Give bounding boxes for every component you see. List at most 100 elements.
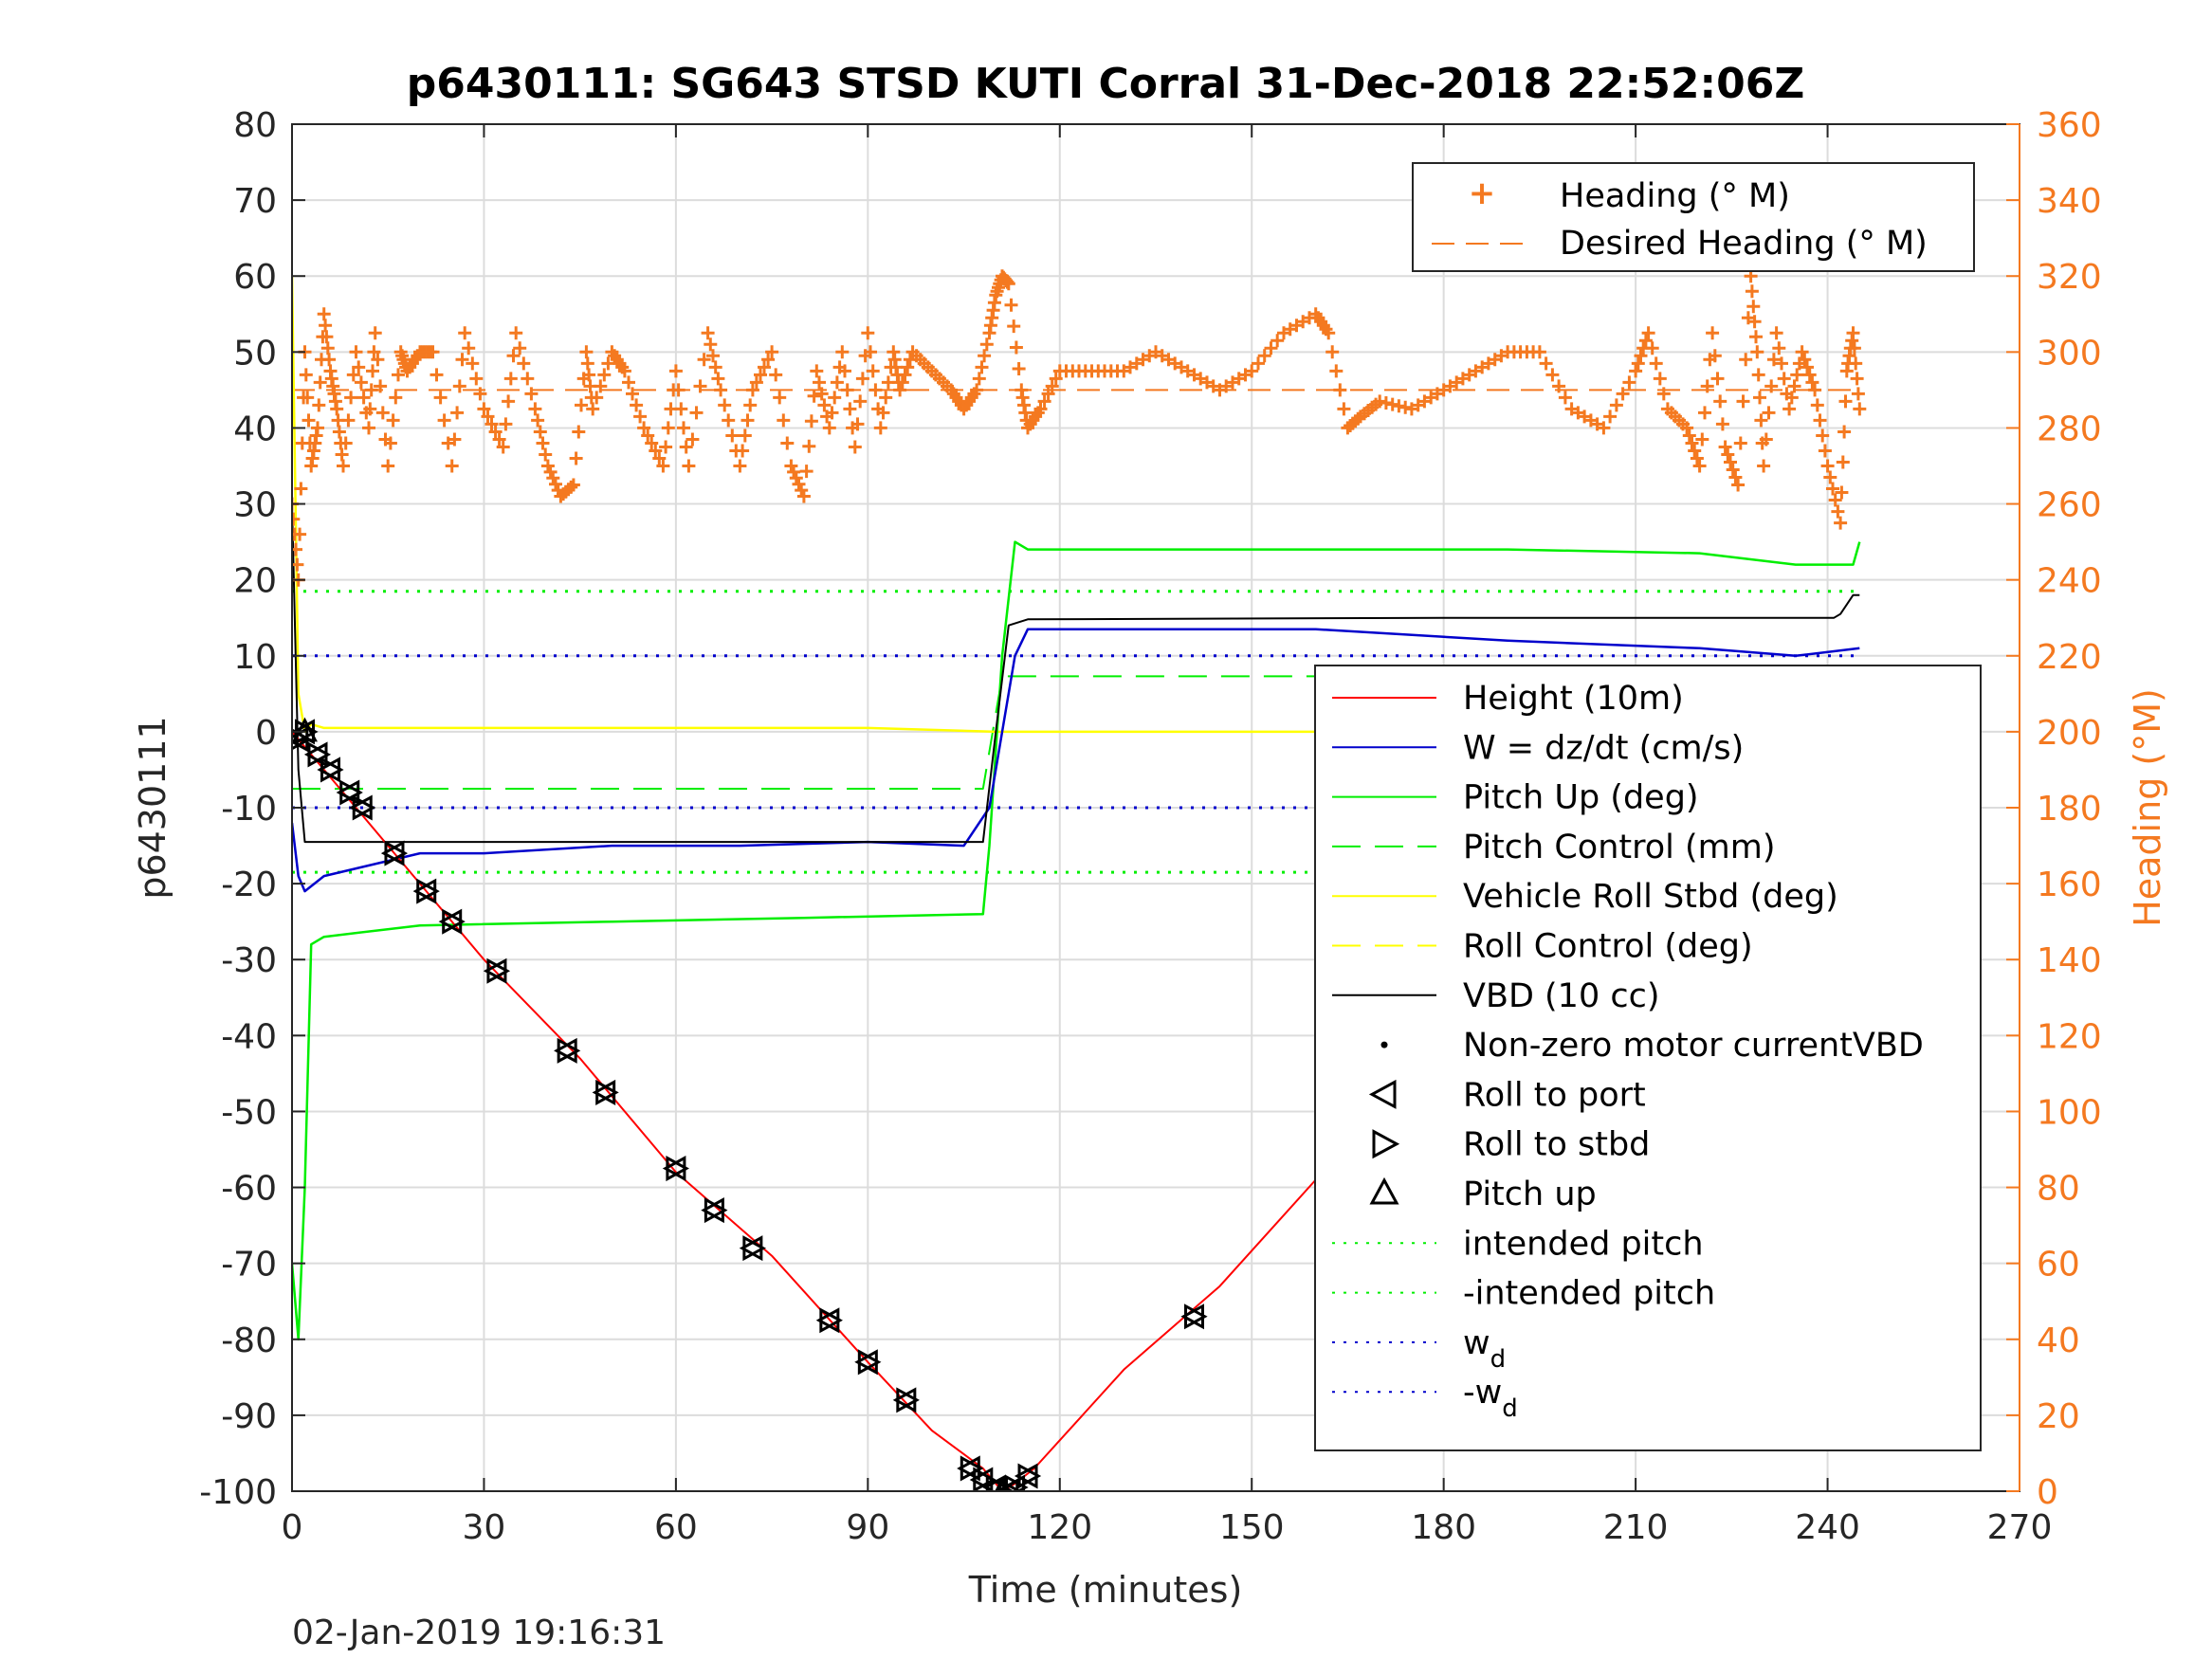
heading-point: [901, 360, 915, 374]
heading-point: [1790, 368, 1804, 382]
heading-point: [817, 398, 832, 412]
heading-point: [496, 440, 510, 454]
heading-point: [1325, 345, 1340, 359]
heading-point: [566, 478, 580, 492]
y2-tick-label: 220: [2037, 638, 2102, 677]
heading-point: [777, 413, 791, 428]
heading-point: [1552, 379, 1566, 393]
heading-point: [524, 387, 539, 401]
legend-dot-marker: [1380, 1041, 1388, 1048]
heading-point: [503, 372, 518, 386]
roll-to-stbd-marker: [384, 840, 409, 866]
heading-point: [822, 421, 836, 435]
heading-point: [879, 391, 893, 405]
legend-subscript: d: [1502, 1395, 1518, 1423]
heading-point: [1682, 428, 1696, 443]
roll-to-stbd-marker: [960, 1455, 984, 1482]
heading-point: [1836, 455, 1850, 469]
heading-point: [517, 356, 531, 371]
y2-tick-label: 280: [2037, 410, 2102, 448]
heading-point: [780, 436, 795, 450]
legend-entry-label: intended pitch: [1463, 1225, 1704, 1263]
heading-point: [1728, 470, 1743, 484]
heading-point: [1724, 455, 1737, 469]
heading-point: [462, 341, 476, 356]
heading-point: [1392, 399, 1406, 413]
heading-point: [1710, 372, 1725, 386]
heading-point: [481, 410, 495, 424]
heading-point: [445, 459, 459, 473]
y2-tick-label: 340: [2037, 182, 2102, 221]
heading-point: [313, 375, 327, 390]
heading-point: [513, 341, 527, 356]
heading-point: [1245, 364, 1259, 378]
heading-point: [641, 428, 655, 443]
heading-point: [1850, 372, 1864, 386]
heading-point: [1695, 432, 1709, 447]
heading-point: [1009, 340, 1023, 355]
heading-point: [488, 425, 503, 439]
heading-point: [371, 353, 385, 367]
heading-point: [972, 372, 986, 386]
heading-point: [450, 406, 465, 420]
heading-point: [804, 414, 818, 428]
heading-point: [1616, 387, 1630, 401]
heading-point: [469, 372, 484, 386]
heading-point: [492, 432, 506, 447]
y2-tick-label: 260: [2037, 486, 2102, 525]
heading-point: [1795, 345, 1809, 359]
heading-point: [433, 391, 448, 405]
y-tick-label: 60: [233, 258, 277, 297]
heading-point: [876, 406, 890, 420]
heading-point: [549, 477, 562, 491]
y2-tick-label: 360: [2037, 106, 2102, 145]
heading-point: [701, 326, 715, 340]
heading-point: [1322, 326, 1336, 340]
heading-point: [784, 459, 798, 473]
heading-point: [1798, 353, 1812, 367]
heading-point: [840, 383, 854, 397]
legend-entry-label: VBD (10 cc): [1463, 977, 1660, 1015]
heading-point: [1001, 277, 1015, 291]
y2-tick-label: 20: [2037, 1397, 2080, 1436]
heading-point: [354, 375, 368, 390]
heading-point: [1851, 387, 1865, 401]
y2-tick-label: 40: [2037, 1322, 2080, 1360]
heading-point: [1708, 349, 1722, 363]
heading-point: [807, 389, 821, 403]
heading-point: [733, 459, 747, 473]
heading-point: [293, 527, 307, 541]
heading-point: [1754, 413, 1768, 428]
heading-point: [1252, 356, 1265, 371]
heading-point: [349, 345, 363, 359]
heading-point: [1700, 379, 1714, 393]
heading-point: [1379, 396, 1393, 410]
heading-point: [601, 356, 615, 371]
heading-point: [1713, 394, 1728, 409]
heading-point: [1721, 447, 1735, 462]
heading-point: [622, 375, 635, 390]
heading-point: [1004, 298, 1018, 312]
heading-point: [1688, 444, 1702, 458]
heading-point: [864, 345, 877, 359]
heading-point: [813, 375, 826, 390]
heading-point: [855, 372, 869, 386]
heading-point: [825, 406, 839, 420]
heading-point: [1826, 482, 1839, 496]
heading-point: [850, 417, 865, 431]
legend-entry-label: Pitch Up (deg): [1463, 779, 1699, 817]
heading-point: [466, 356, 480, 371]
heading-point: [1787, 379, 1801, 393]
heading-point: [294, 482, 308, 496]
heading-point: [1736, 394, 1750, 409]
series-pitch-up-deg: [292, 540, 1861, 1341]
y2-tick-label: 200: [2037, 714, 2102, 753]
heading-point: [661, 421, 675, 435]
heading-point: [521, 372, 535, 386]
legend-entry-label: W = dz/dt (cm/s): [1463, 729, 1744, 767]
heading-point: [1813, 413, 1827, 428]
heading-point: [1810, 398, 1824, 412]
heading-point: [1718, 440, 1732, 454]
legend-heading-label: Heading (° M): [1560, 177, 1790, 215]
heading-point: [546, 471, 560, 485]
